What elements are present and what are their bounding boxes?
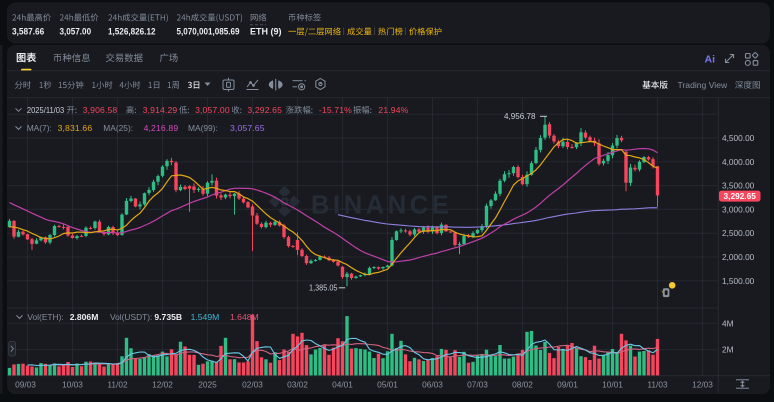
svg-text:3,500.00: 3,500.00 <box>722 181 755 191</box>
svg-text:ETH (9): ETH (9) <box>250 27 282 37</box>
svg-text:3,914.29: 3,914.29 <box>143 105 178 115</box>
svg-text:BINANCE: BINANCE <box>311 192 452 220</box>
svg-text:2,000.00: 2,000.00 <box>722 252 755 262</box>
svg-text:10/01: 10/01 <box>602 380 623 390</box>
svg-text:1.648M: 1.648M <box>230 312 259 322</box>
svg-text:3,831.66: 3,831.66 <box>58 123 93 133</box>
svg-text:21.94%: 21.94% <box>378 105 408 115</box>
svg-text:Ai: Ai <box>705 54 716 66</box>
svg-text:02/03: 02/03 <box>242 380 263 390</box>
svg-text:Trading View: Trading View <box>678 80 728 90</box>
svg-text:2025/11/03: 2025/11/03 <box>27 105 64 115</box>
svg-text:07/03: 07/03 <box>467 380 488 390</box>
svg-text:5,070,001,085.69: 5,070,001,085.69 <box>177 27 240 37</box>
svg-text:3,587.66: 3,587.66 <box>12 27 44 37</box>
svg-text:9.735B: 9.735B <box>154 312 182 322</box>
svg-text:10/03: 10/03 <box>62 380 83 390</box>
svg-text:2025: 2025 <box>198 380 217 390</box>
svg-text:1,526,826.12: 1,526,826.12 <box>108 27 156 37</box>
svg-text:06/03: 06/03 <box>422 380 443 390</box>
svg-text:08/02: 08/02 <box>512 380 533 390</box>
svg-text:12/03: 12/03 <box>692 380 713 390</box>
svg-text:1.549M: 1.549M <box>191 312 220 322</box>
svg-text:3,292.65: 3,292.65 <box>247 105 282 115</box>
svg-text:3,292.65: 3,292.65 <box>724 191 757 201</box>
svg-text:3,057.00: 3,057.00 <box>60 27 92 37</box>
svg-text:09/01: 09/01 <box>557 380 578 390</box>
svg-text:03/02: 03/02 <box>287 380 308 390</box>
svg-text:4,000.00: 4,000.00 <box>722 157 755 167</box>
svg-text:04/01: 04/01 <box>332 380 353 390</box>
svg-text:3,000.00: 3,000.00 <box>722 204 755 214</box>
svg-text:4,216.89: 4,216.89 <box>144 123 179 133</box>
svg-text:2.806M: 2.806M <box>70 312 99 322</box>
svg-text:1,385.05: 1,385.05 <box>309 283 338 293</box>
svg-text:3,906.58: 3,906.58 <box>83 105 118 115</box>
svg-text:MA(7):: MA(7): <box>27 123 52 133</box>
svg-text:2M: 2M <box>722 345 734 355</box>
svg-text:MA(99):: MA(99): <box>188 123 218 133</box>
svg-text:4,956.78: 4,956.78 <box>504 111 536 121</box>
svg-text:4,500.00: 4,500.00 <box>722 133 755 143</box>
svg-text:3,057.00: 3,057.00 <box>195 105 230 115</box>
svg-text:MA(25):: MA(25): <box>103 123 133 133</box>
svg-text:3,057.65: 3,057.65 <box>230 123 265 133</box>
svg-text:2,500.00: 2,500.00 <box>722 228 755 238</box>
svg-text:11/02: 11/02 <box>107 380 128 390</box>
svg-text:1,500.00: 1,500.00 <box>722 276 755 286</box>
svg-text:09/03: 09/03 <box>15 380 36 390</box>
svg-text:11/03: 11/03 <box>647 380 668 390</box>
svg-text:Vol(ETH):: Vol(ETH): <box>27 312 63 322</box>
svg-text:-15.71%: -15.71% <box>319 105 352 115</box>
svg-text:05/01: 05/01 <box>377 380 398 390</box>
svg-text:Vol(USDT):: Vol(USDT): <box>110 312 152 322</box>
svg-text:12/02: 12/02 <box>152 380 173 390</box>
svg-text:4M: 4M <box>722 318 734 328</box>
